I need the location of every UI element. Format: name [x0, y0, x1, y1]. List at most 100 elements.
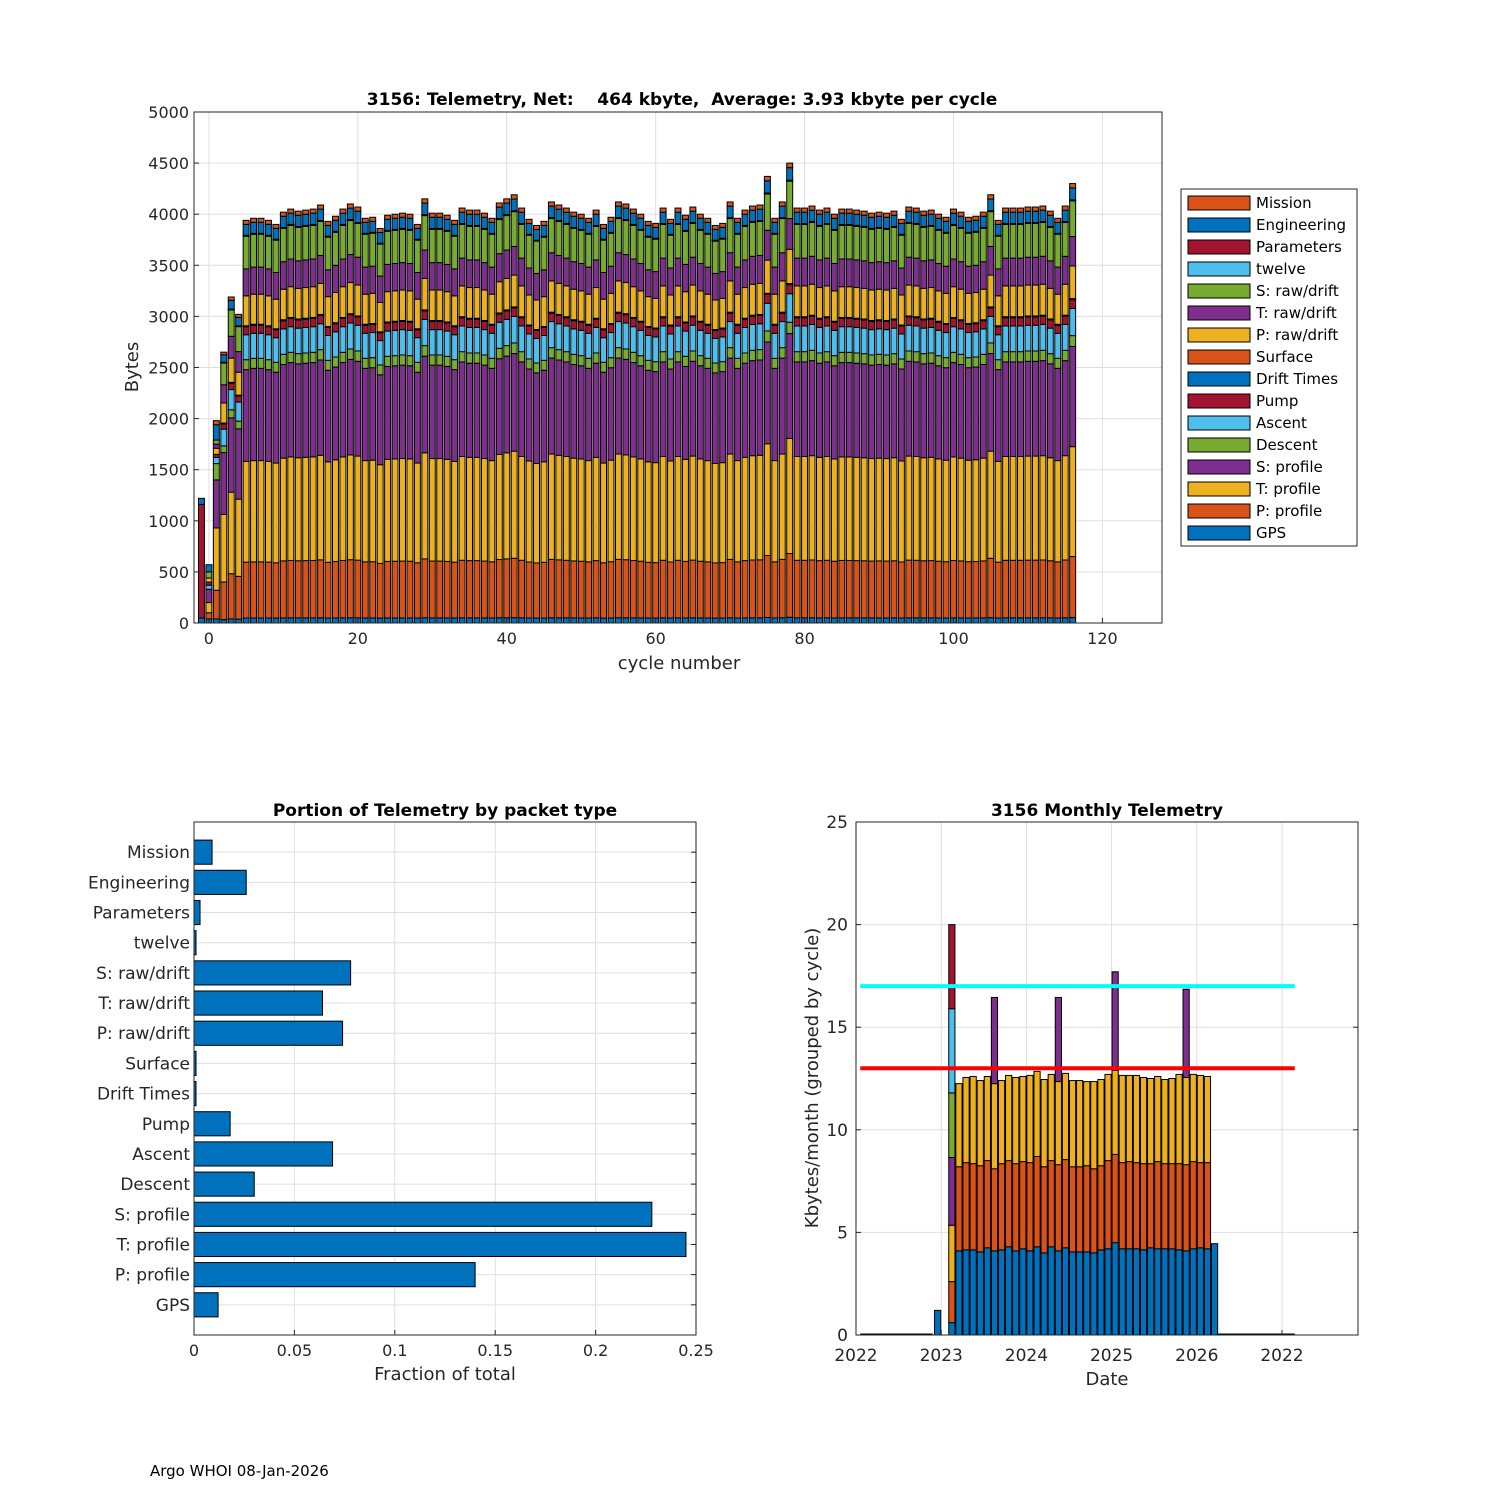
month-bar-segment — [1019, 1161, 1027, 1250]
bar-segment-descent — [369, 357, 377, 369]
bar-segment-s-profile — [346, 358, 354, 456]
bar-segment-p-profile — [205, 612, 213, 620]
bar-segment-gps — [905, 617, 913, 624]
bar-segment-ascent — [979, 328, 987, 355]
bar-segment-t-profile — [927, 456, 935, 562]
bar-segment-mission — [868, 212, 876, 218]
bar-segment-mission — [607, 216, 615, 222]
bar-segment-engineering — [346, 207, 354, 221]
bar-segment-engineering — [197, 497, 205, 505]
bar-segment-gps — [346, 617, 354, 624]
bar-segment-t-profile — [1009, 455, 1017, 561]
bar-segment-pump — [726, 312, 734, 323]
bar-segment-mission — [801, 207, 809, 213]
bar-segment-ascent — [495, 321, 503, 349]
bar-segment-engineering — [860, 214, 868, 227]
bar-segment-s-raw-drift — [897, 234, 905, 269]
month-bar-segment — [948, 1224, 956, 1283]
bar-segment-s-raw-drift — [354, 222, 362, 258]
bar-segment-pump — [525, 325, 533, 335]
bar-segment-p-profile — [927, 560, 935, 619]
bar-segment-s-profile — [927, 362, 935, 458]
bar-segment-descent — [1024, 350, 1032, 362]
bar-segment-mission — [942, 216, 950, 222]
bar-segment-mission — [309, 208, 317, 214]
y-tick-label: 1000 — [148, 512, 189, 531]
bar-segment-descent — [600, 361, 608, 373]
bar-segment-gps — [510, 617, 518, 624]
bar-segment-gps — [279, 617, 287, 624]
month-bar-segment — [1125, 1074, 1133, 1163]
bar-segment-pump — [369, 324, 377, 334]
bar-segment-gps — [488, 617, 496, 624]
bar-segment-s-raw-drift — [801, 223, 809, 259]
bar-segment-p-raw-drift — [778, 280, 786, 313]
bar-segment-s-raw-drift — [264, 235, 272, 270]
bar-segment-t-raw-drift — [331, 264, 339, 294]
bar-segment-s-profile — [436, 364, 444, 460]
bar-segment-p-profile — [443, 560, 451, 619]
bar-segment-gps — [1054, 617, 1062, 624]
month-bar-segment — [1054, 1250, 1062, 1336]
month-bar-segment — [997, 1163, 1006, 1251]
bar-segment-pump — [883, 320, 890, 331]
legend-swatch — [1187, 283, 1251, 299]
bar-segment-gps — [637, 617, 645, 624]
bar-segment-s-profile — [220, 452, 228, 515]
month-bar-segment — [1111, 1069, 1119, 1155]
bar-segment-pump — [354, 316, 362, 326]
bar-segment-p-profile — [689, 559, 697, 619]
bar-segment-t-profile — [443, 458, 451, 562]
x-tick-label: 2022 — [834, 1346, 877, 1366]
bars — [197, 162, 1077, 624]
bar-segment-p-profile — [376, 562, 384, 619]
month-bar-segment — [990, 1083, 999, 1170]
bar-segment-mission — [302, 209, 310, 215]
bar-segment-t-profile — [950, 456, 957, 561]
month-bar-segment — [1161, 1163, 1169, 1250]
bar-segment-s-profile — [331, 366, 339, 461]
bar-s-raw-drift — [193, 960, 352, 986]
bar-segment-mission — [763, 175, 771, 182]
bar-segment-ascent — [510, 315, 518, 344]
bar-segment-ascent — [436, 329, 444, 356]
bar-segment-gps — [294, 617, 302, 624]
bar-segment-ascent — [897, 333, 905, 360]
bar-segment-s-raw-drift — [756, 220, 764, 256]
bar-segment-p-raw-drift — [860, 287, 868, 320]
bar-segment-ascent — [376, 340, 384, 366]
bar-segment-ascent — [704, 332, 712, 359]
bar-segment-s-profile — [480, 364, 488, 460]
bar-engineering — [193, 869, 247, 895]
bar-segment-p-raw-drift — [756, 282, 764, 315]
bar-segment-s-raw-drift — [212, 439, 220, 445]
bar-segment-gps — [272, 617, 280, 624]
bar-segment-s-raw-drift — [696, 229, 704, 265]
bar-segment-s-profile — [264, 369, 272, 462]
bar-segment-descent — [473, 352, 481, 364]
bar-segment-t-raw-drift — [734, 266, 742, 295]
bar-segment-mission — [689, 206, 697, 212]
bar-segment-pump — [845, 317, 853, 328]
bar-segment-ascent — [413, 337, 421, 363]
bar-segment-engineering — [413, 227, 421, 240]
bar-segment-ascent — [488, 332, 496, 359]
bar-segment-ascent — [1039, 323, 1047, 351]
month-bar-segment — [1182, 1164, 1190, 1252]
bar-segment-descent — [361, 357, 369, 369]
bar-segment-mission — [793, 207, 801, 213]
bar-segment-t-profile — [652, 462, 660, 564]
legend-label: P: raw/drift — [1256, 326, 1338, 344]
bar-segment-t-profile — [376, 464, 384, 564]
x-tick-label: 0 — [204, 629, 214, 648]
bar-segment-descent — [629, 351, 637, 364]
bar-segment-descent — [503, 345, 511, 357]
bar-segment-mission — [726, 201, 734, 207]
bar-segment-p-profile — [1031, 559, 1039, 619]
bar-segment-p-raw-drift — [406, 290, 414, 322]
bar-segment-descent — [488, 357, 496, 369]
bar-segment-pump — [220, 423, 228, 430]
bar-segment-descent — [577, 355, 585, 367]
bar-segment-engineering — [942, 220, 950, 233]
bar-segment-ascent — [674, 325, 682, 353]
